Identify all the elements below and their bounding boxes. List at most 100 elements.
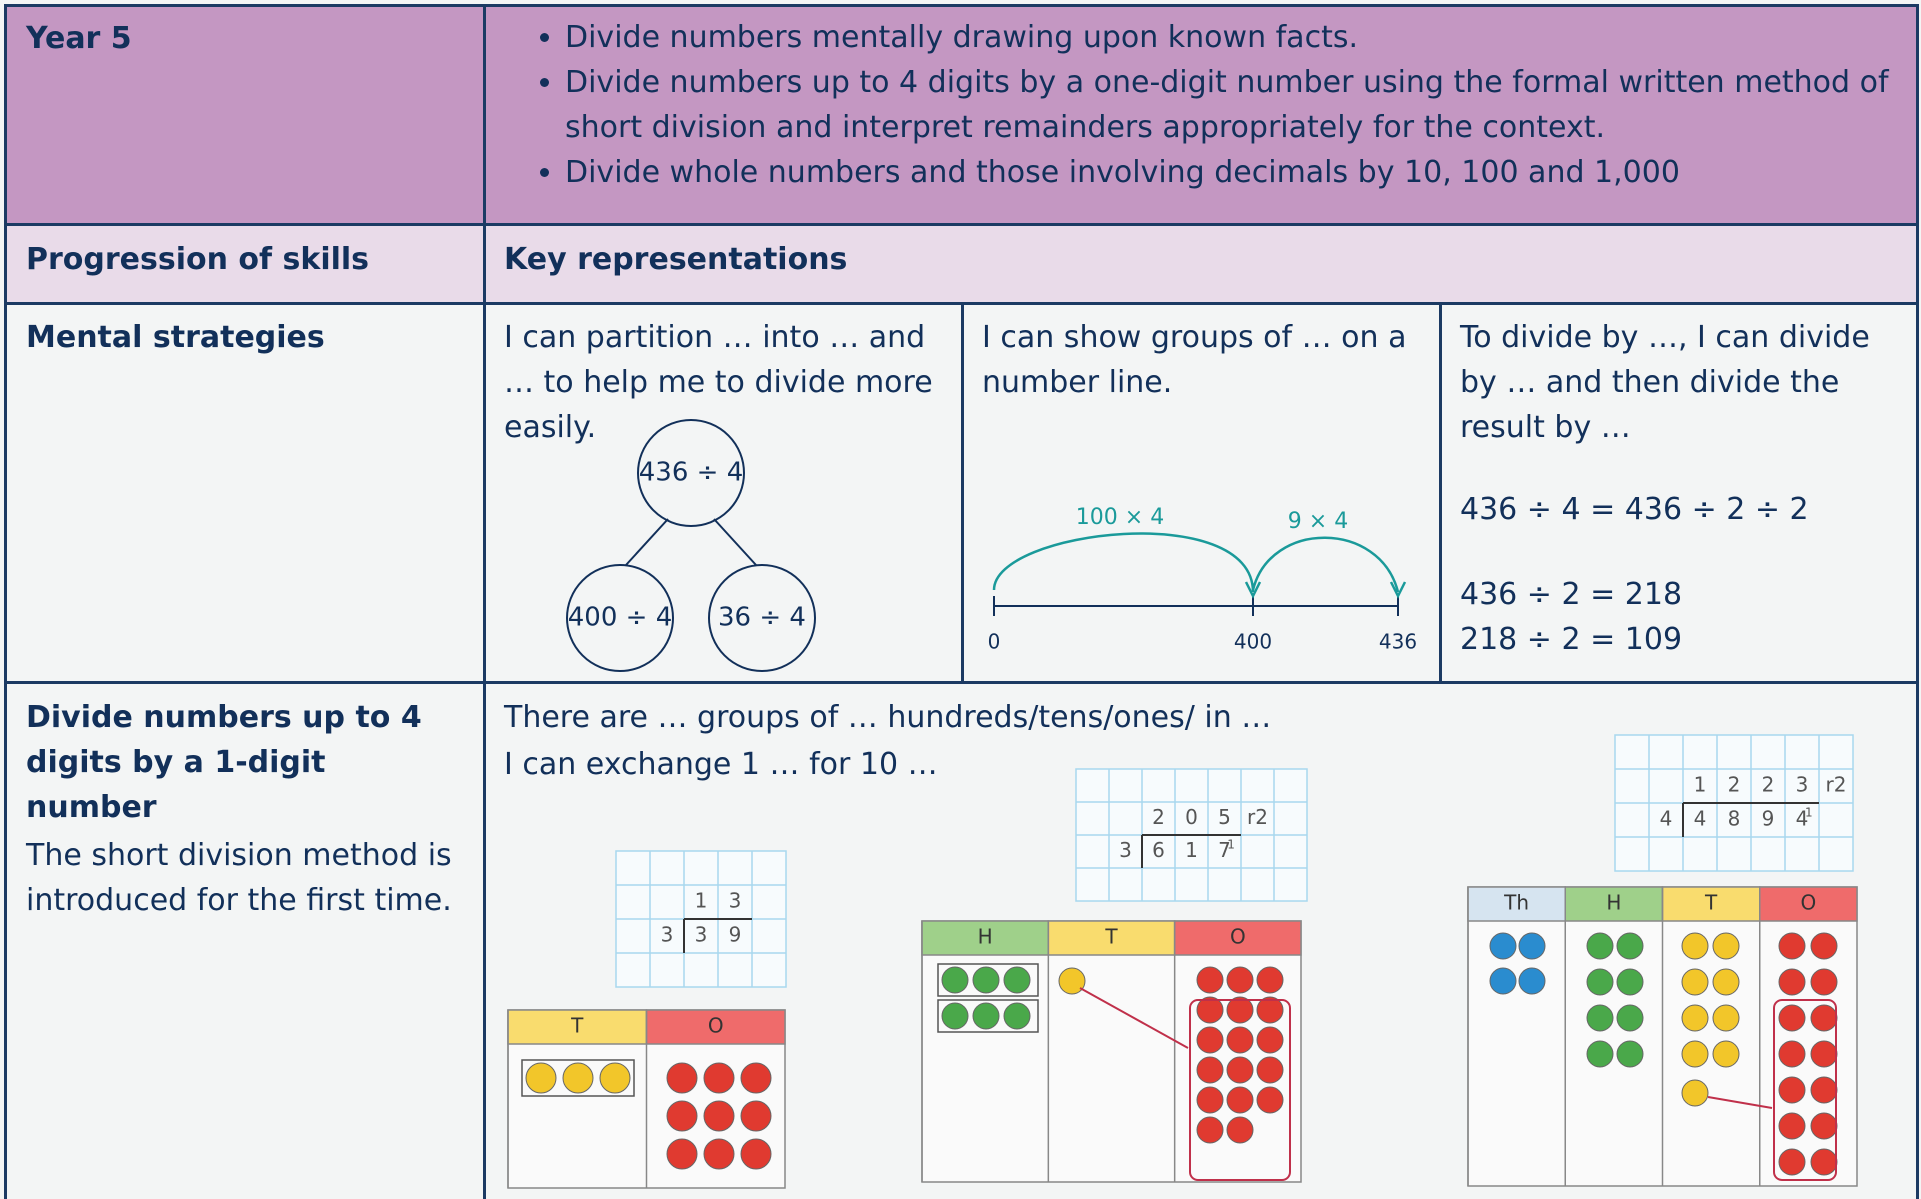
carry: 1 [1805,806,1813,820]
counter [1586,1004,1614,1032]
part-label: 436 ÷ 4 [639,458,743,488]
intro: There are … groups of … hundreds/tens/on… [504,700,1272,735]
header-band [6,6,1917,224]
divisor: 3 [661,923,674,947]
dividend-digit: 1 [1185,838,1198,862]
equation: 218 ÷ 2 = 109 [1460,622,1683,657]
group [937,999,1039,1033]
column-header [507,1009,648,1045]
group [1189,999,1291,1181]
counter [1778,1004,1806,1032]
counter [1712,1004,1740,1032]
part-circle [708,564,816,672]
dividend-digit: 4 [1796,807,1809,831]
counter [1616,968,1644,996]
counter [1681,932,1709,960]
counter [1256,996,1284,1024]
counter [1196,1026,1224,1054]
connector [625,518,669,566]
counter [1681,968,1709,996]
note: The short division method is introduced … [26,838,452,918]
counter [1226,1056,1254,1084]
counter [1226,1086,1254,1114]
connector [713,518,757,566]
counter [666,1100,698,1132]
column-label: H [978,925,993,949]
counter [1778,932,1806,960]
quotient-digit: 3 [729,889,742,913]
counter [1489,967,1517,995]
part-label: 400 ÷ 4 [568,603,672,633]
counter [1058,967,1086,995]
counter [1586,1040,1614,1068]
dividend-digit: 9 [1762,807,1775,831]
counter [703,1062,735,1094]
counter [1778,1112,1806,1140]
column-label: T [570,1014,584,1038]
counter [1681,1040,1709,1068]
dividend-digit: 4 [1694,807,1707,831]
column-label: O [1801,891,1817,915]
counter [1712,1040,1740,1068]
quotient-digit: 2 [1762,773,1775,797]
part-circle [637,419,745,527]
counter [1810,968,1838,996]
border [483,4,486,1199]
counter [1712,968,1740,996]
counter [1196,996,1224,1024]
counter [1196,966,1224,994]
cell-text: I can show groups of … on a number line. [982,320,1407,400]
counter [1226,996,1254,1024]
dividend-digit: 9 [729,923,742,947]
border [1439,303,1442,683]
counter [525,1062,557,1094]
jump-label: 100 × 4 [1076,505,1164,530]
column-label: T [1704,891,1718,915]
counter [972,1002,1000,1030]
counter [1681,1004,1709,1032]
part-label: 36 ÷ 4 [718,603,806,633]
cell-text: I can partition … into … and … to help m… [504,320,933,445]
quotient-digit: 0 [1185,805,1198,829]
border [961,303,964,683]
counter [1681,1079,1709,1107]
mark-label: 400 [1234,630,1272,654]
column-header [645,1009,786,1045]
counter [1003,966,1031,994]
counter [1616,932,1644,960]
objective: Divide numbers mentally drawing upon kno… [565,15,1895,60]
counter [1778,1148,1806,1176]
counter [1256,1086,1284,1114]
border [4,223,1919,226]
column-heading: Key representations [504,242,848,277]
counter [1256,1026,1284,1054]
jump [1251,536,1400,593]
counter [1778,1076,1806,1104]
mark-label: 0 [988,630,1001,654]
group [1773,999,1837,1181]
counter [740,1138,772,1170]
counter [1256,1056,1284,1084]
column-label: O [708,1014,724,1038]
counter [1196,1086,1224,1114]
counter [1003,1002,1031,1030]
counter [1616,1040,1644,1068]
quotient-digit: r2 [1826,773,1847,797]
skill: Mental strategies [26,320,325,355]
counter [1810,1112,1838,1140]
counter [1810,1148,1838,1176]
quotient-digit: 5 [1218,805,1231,829]
mark-label: 436 [1379,630,1417,654]
counter [703,1138,735,1170]
counter [1810,932,1838,960]
column-label: Th [1503,891,1529,915]
counter [1518,967,1546,995]
counter [941,1002,969,1030]
divisor: 3 [1119,838,1132,862]
part-circle [566,564,674,672]
quotient-digit: 1 [1694,773,1707,797]
counter [1810,1040,1838,1068]
jump [992,532,1255,593]
